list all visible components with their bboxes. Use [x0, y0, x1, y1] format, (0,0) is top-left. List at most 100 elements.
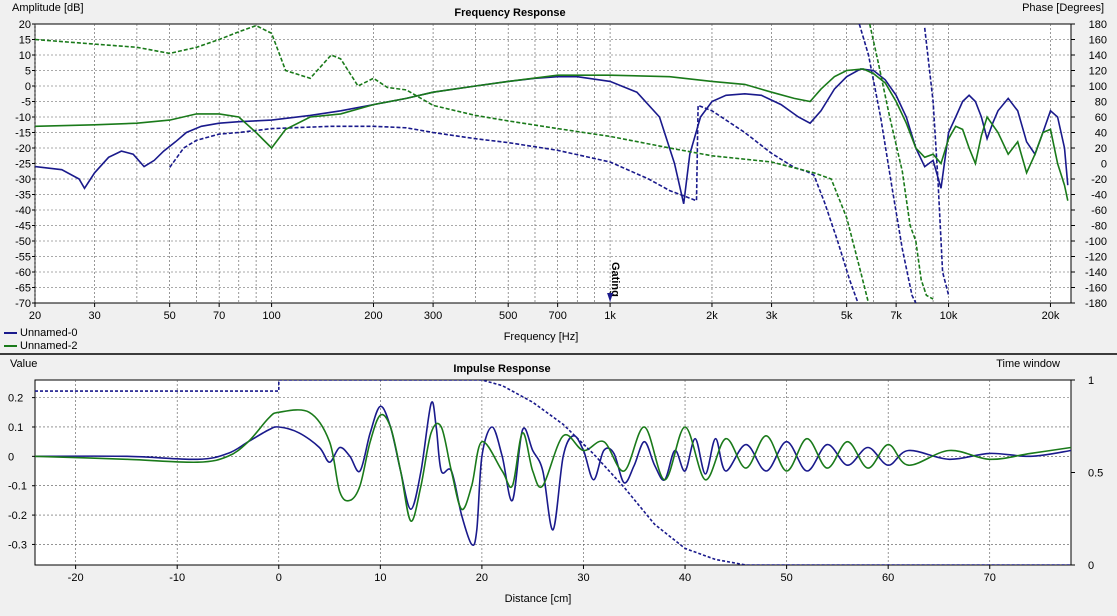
fr-series-line: [169, 24, 950, 303]
legend-swatch-1: [4, 345, 17, 347]
fr-xtick-label: 10k: [940, 310, 958, 322]
fr-ytick-label: -60: [15, 267, 31, 279]
fr-y2tick-label: -80: [1091, 221, 1107, 233]
fr-title: Frequency Response: [454, 7, 565, 19]
fr-y2label: Phase [Degrees]: [1022, 2, 1104, 14]
fr-y2tick-label: 100: [1089, 81, 1107, 93]
ir-series-line: [35, 380, 1071, 565]
fr-xtick-label: 30: [88, 310, 100, 322]
fr-xtick-label: 3k: [766, 310, 778, 322]
fr-ytick-label: -5: [21, 97, 31, 109]
ir-y2label: Time window: [996, 358, 1060, 370]
ir-grid: [35, 380, 1071, 565]
fr-ytick-label: -55: [15, 252, 31, 264]
legend-label-1: Unnamed-2: [20, 340, 78, 352]
ir-y2tick-label: 1: [1088, 375, 1094, 387]
fr-ytick-label: -35: [15, 190, 31, 202]
legend-item-0[interactable]: Unnamed-0: [4, 327, 77, 339]
fr-series-line: [35, 24, 934, 303]
fr-y2tick-label: -180: [1085, 298, 1107, 310]
fr-y2tick-label: 160: [1089, 35, 1107, 47]
ir-plot-area: [34, 379, 1072, 566]
fr-y2tick-label: 140: [1089, 50, 1107, 62]
ir-ylabel: Value: [10, 358, 37, 370]
ir-series: [35, 380, 1071, 565]
fr-ytick-label: 5: [25, 66, 31, 78]
ir-xtick-label: 40: [679, 572, 691, 584]
fr-y2tick-label: 80: [1095, 97, 1107, 109]
fr-ytick-label: 0: [25, 81, 31, 93]
fr-xtick-label: 1k: [604, 310, 616, 322]
ir-xtick-label: 20: [476, 572, 488, 584]
fr-y2tick-label: 20: [1095, 143, 1107, 155]
fr-y2tick-label: -20: [1091, 174, 1107, 186]
ir-title: Impulse Response: [453, 363, 550, 375]
fr-ytick-label: -65: [15, 283, 31, 295]
ir-ytick-label: -0.1: [8, 481, 27, 493]
fr-xtick-label: 20: [29, 310, 41, 322]
fr-ytick-label: -40: [15, 205, 31, 217]
fr-xtick-label: 700: [548, 310, 566, 322]
fr-xtick-label: 500: [499, 310, 517, 322]
fr-ytick-label: -30: [15, 174, 31, 186]
ir-ytick-label: 0.1: [8, 422, 23, 434]
fr-xtick-label: 200: [364, 310, 382, 322]
fr-xtick-label: 50: [164, 310, 176, 322]
fr-xtick-label: 300: [424, 310, 442, 322]
fr-ytick-label: 10: [19, 50, 31, 62]
ir-series-line: [35, 409, 1071, 522]
fr-xtick-label: 7k: [890, 310, 902, 322]
fr-y2tick-label: -120: [1085, 252, 1107, 264]
legend-label-0: Unnamed-0: [20, 327, 78, 339]
ir-ytick-label: -0.3: [8, 539, 27, 551]
fr-series-line: [35, 68, 1069, 204]
fr-ytick-label: -15: [15, 128, 31, 140]
fr-grid: [34, 24, 1071, 303]
ir-xtick-label: -10: [169, 572, 185, 584]
ir-ytick-label: 0: [8, 451, 14, 463]
fr-ytick-label: -45: [15, 221, 31, 233]
ir-xtick-label: 70: [984, 572, 996, 584]
fr-ytick-label: -20: [15, 143, 31, 155]
fr-ylabel: Amplitude [dB]: [12, 2, 84, 14]
ir-ytick-label: -0.2: [8, 510, 27, 522]
ir-xtick-label: 10: [374, 572, 386, 584]
fr-y2tick-label: 0: [1101, 159, 1107, 171]
ir-xtick-label: -20: [68, 572, 84, 584]
fr-xtick-label: 70: [213, 310, 225, 322]
fr-y2tick-label: 180: [1089, 19, 1107, 31]
fr-ticks: 20151050-5-10-15-20-25-30-35-40-45-50-55…: [15, 19, 1107, 322]
fr-xtick-label: 20k: [1042, 310, 1060, 322]
ir-ytick-label: 0.2: [8, 393, 23, 405]
ir-y2tick-label: 0.5: [1088, 468, 1103, 480]
ir-ticks: -20 -10 0 10 20 30 40 50 60 700.20.10-0.1-0.2-0.3…: [8, 375, 1103, 584]
ir-series-line: [35, 401, 1071, 547]
fr-series: [35, 24, 1069, 303]
ir-xtick-label: 50: [780, 572, 792, 584]
fr-y2tick-label: -140: [1085, 267, 1107, 279]
fr-xlabel: Frequency [Hz]: [504, 331, 579, 343]
fr-xtick-label: 100: [262, 310, 280, 322]
ir-y2tick-label: 0: [1088, 560, 1094, 572]
fr-ytick-label: 15: [19, 35, 31, 47]
fr-y2tick-label: 60: [1095, 112, 1107, 124]
fr-xtick-label: 5k: [841, 310, 853, 322]
fr-y2tick-label: -100: [1085, 236, 1107, 248]
fr-y2tick-label: -60: [1091, 205, 1107, 217]
fr-ytick-label: -50: [15, 236, 31, 248]
ir-xtick-label: 0: [276, 572, 282, 584]
legend-item-1[interactable]: Unnamed-2: [4, 340, 77, 352]
fr-y2tick-label: -40: [1091, 190, 1107, 202]
fr-ytick-label: -10: [15, 112, 31, 124]
ir-xtick-label: 30: [577, 572, 589, 584]
fr-ytick-label: -70: [15, 298, 31, 310]
ir-xlabel: Distance [cm]: [505, 593, 572, 605]
gating-marker-arrow: [607, 293, 614, 302]
legend-swatch-0: [4, 332, 17, 334]
gating-marker-label: Gating: [609, 262, 621, 297]
ir-xtick-label: 60: [882, 572, 894, 584]
fr-ytick-label: 20: [19, 19, 31, 31]
fr-series-line: [35, 68, 1069, 201]
